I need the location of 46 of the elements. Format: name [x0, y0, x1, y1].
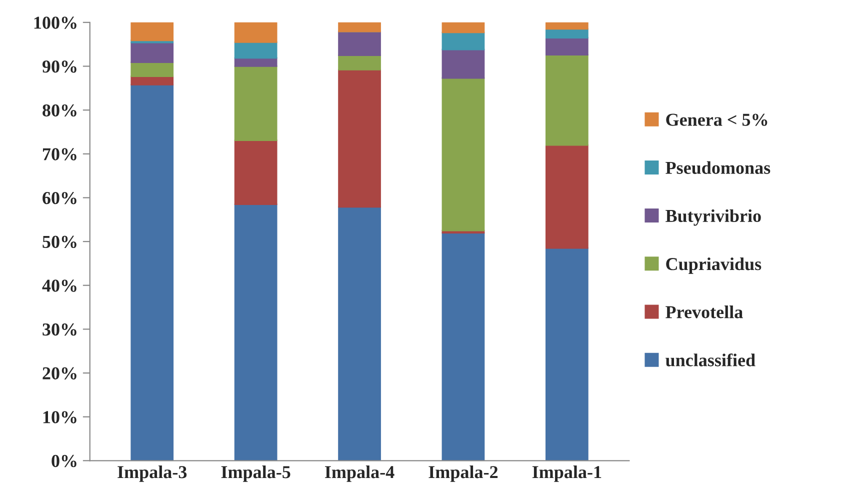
legend-label: Prevotella — [666, 306, 743, 318]
bar — [546, 247, 588, 461]
x-tick-label: Impala-2 — [428, 466, 498, 482]
bar — [546, 144, 588, 249]
legend-label: Genera < 5% — [666, 114, 768, 126]
bar — [234, 22, 278, 43]
x-tick-label: Impala-3 — [118, 466, 187, 482]
legend-label: Pseudomonas — [666, 161, 770, 174]
legend-label: Cupriavidus — [666, 257, 762, 274]
y-tick-label: 10% — [43, 411, 76, 424]
legend-label: unclassified — [666, 353, 756, 366]
y-tick-label: 20% — [42, 367, 76, 380]
bar — [546, 22, 588, 30]
x-tick-label: Impala-1 — [532, 466, 602, 482]
y-tick-label: 0% — [52, 454, 76, 468]
bar — [338, 30, 381, 56]
y-tick-label: 60% — [42, 192, 76, 204]
bar — [234, 66, 278, 141]
bar — [234, 140, 278, 205]
y-tick-label: 100% — [34, 16, 76, 29]
y-tick-label: 40% — [42, 280, 76, 292]
bar — [234, 41, 278, 59]
bar — [442, 48, 485, 79]
bar — [338, 206, 381, 461]
bar — [442, 77, 485, 232]
bar — [130, 62, 174, 78]
bar — [442, 232, 485, 461]
y-tick-label: 70% — [42, 148, 76, 160]
x-tick-label: Impala-5 — [221, 466, 290, 482]
bar — [546, 54, 588, 146]
x-tick-label: Impala-4 — [325, 466, 394, 482]
bar — [546, 37, 588, 56]
bar — [234, 204, 278, 461]
y-tick-label: 90% — [42, 60, 76, 73]
bar — [338, 69, 381, 208]
bar — [130, 42, 174, 63]
bar — [442, 32, 485, 50]
bar — [442, 22, 485, 34]
y-tick-label: 50% — [42, 236, 76, 248]
y-tick-label: 80% — [42, 104, 76, 117]
y-tick-label: 30% — [42, 323, 76, 336]
bar — [338, 54, 381, 70]
legend-label: Butyrivibrio — [666, 209, 761, 226]
bar — [338, 22, 381, 32]
bar — [130, 84, 174, 461]
bar — [130, 22, 174, 42]
